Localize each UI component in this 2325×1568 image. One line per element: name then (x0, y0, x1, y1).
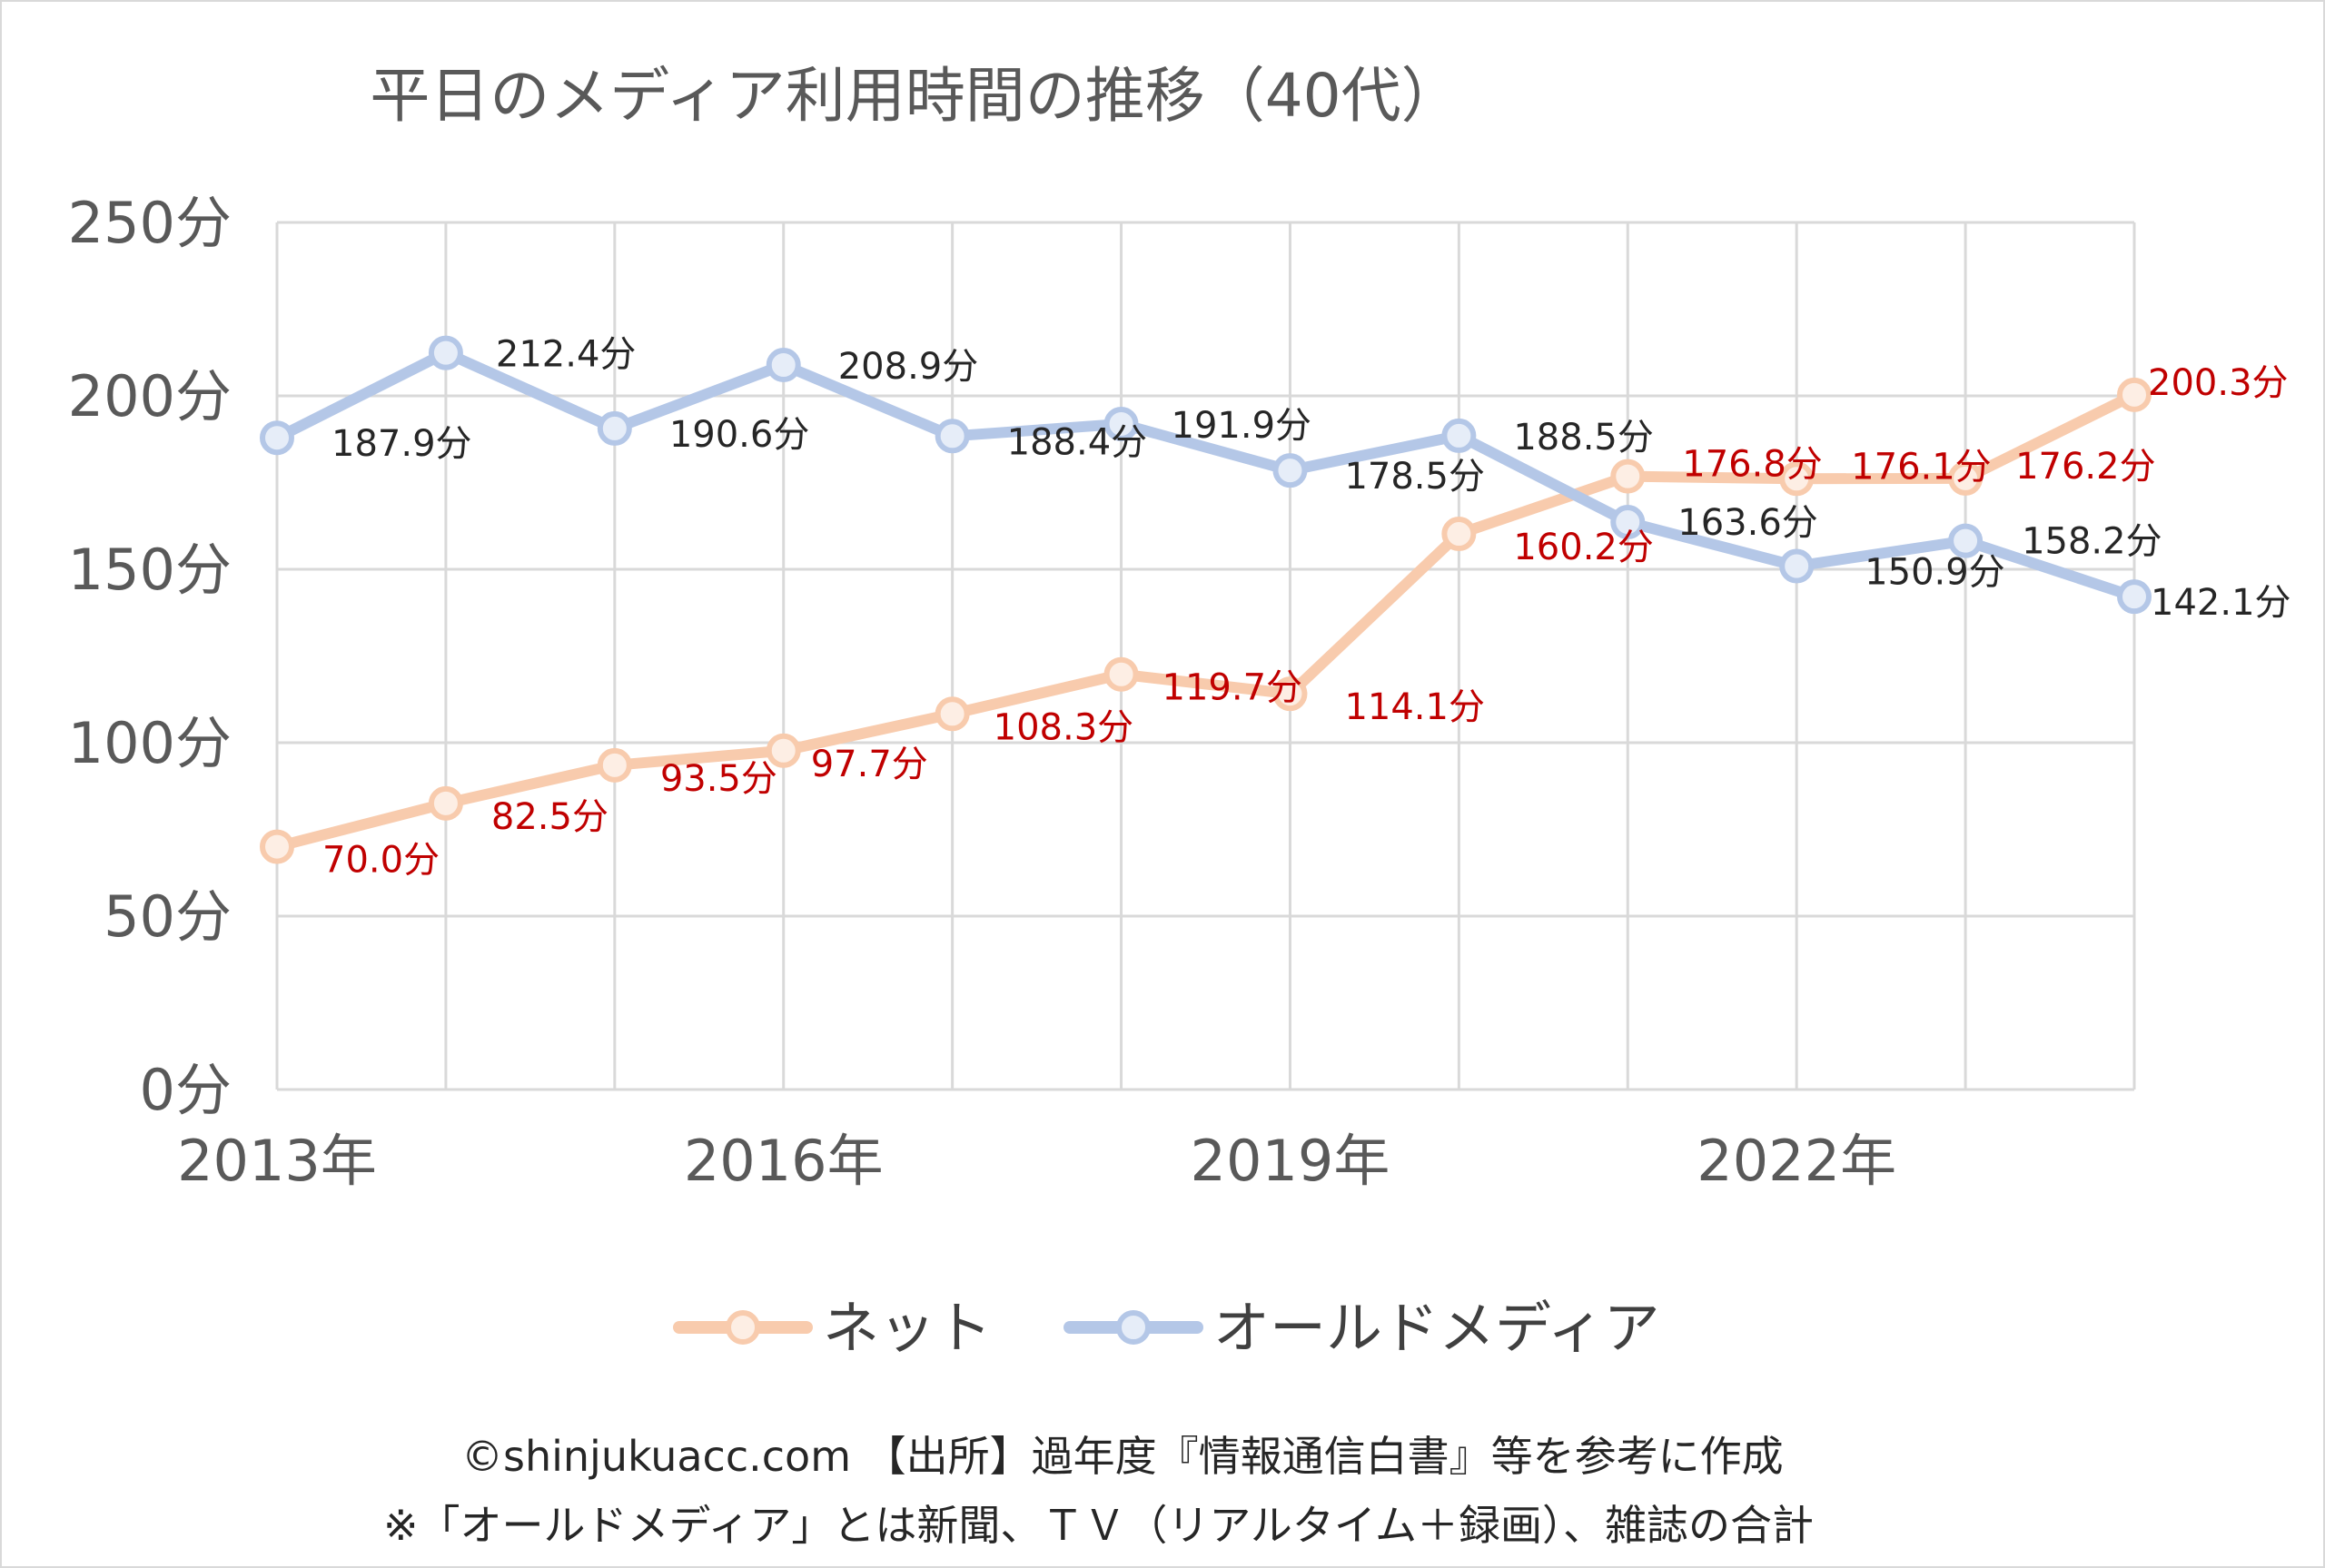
data-label-net: 108.3分 (994, 706, 1134, 748)
data-label-net: 176.2分 (2015, 446, 2156, 488)
data-point-net (1610, 459, 1646, 494)
data-label-old-media: 191.9分 (1172, 405, 1312, 447)
y-tick-label: 100分 (68, 710, 232, 776)
y-tick-label: 0分 (140, 1057, 232, 1123)
x-tick-label: 2013年 (177, 1128, 377, 1194)
data-point-net (260, 829, 294, 864)
data-point-old-media (1272, 453, 1308, 488)
y-tick-label: 250分 (68, 190, 232, 256)
data-point-net (1779, 461, 1815, 497)
y-axis: 0分 50分 100分 150分 200分 250分 (68, 190, 232, 1123)
data-label-old-media: 188.4分 (1007, 421, 1148, 463)
data-point-old-media (260, 420, 294, 456)
data-point-old-media (766, 348, 801, 383)
data-point-old-media (2117, 579, 2152, 615)
data-label-net: 200.3分 (2148, 362, 2289, 404)
data-label-old-media: 212.4分 (496, 334, 637, 376)
legend: ネット オールドメディア (673, 1295, 1660, 1361)
data-label-net: 70.0分 (322, 840, 440, 882)
data-point-old-media (1103, 406, 1139, 441)
data-label-old-media: 208.9分 (838, 346, 979, 388)
data-label-net: 93.5分 (660, 758, 777, 800)
data-label-old-media: 190.6分 (669, 414, 810, 456)
data-label-old-media: 158.2分 (2022, 521, 2162, 563)
data-point-old-media (597, 410, 632, 446)
data-point-old-media (1610, 505, 1646, 540)
data-label-net: 119.7分 (1162, 667, 1303, 709)
data-point-old-media (1441, 418, 1477, 453)
data-label-net: 97.7分 (811, 744, 928, 785)
x-tick-label: 2019年 (1191, 1128, 1390, 1194)
data-label-net: 114.1分 (1344, 686, 1485, 728)
data-label-net: 82.5分 (491, 796, 608, 838)
data-label-net: 176.8分 (1682, 444, 1823, 486)
y-tick-label: 150分 (68, 537, 232, 603)
data-label-old-media: 188.5分 (1513, 417, 1654, 459)
x-tick-label: 2016年 (684, 1128, 884, 1194)
y-tick-label: 200分 (68, 363, 232, 429)
series-line-old-media (274, 347, 2136, 602)
x-axis: 2013年 2016年 2019年 2022年 (177, 1128, 1896, 1194)
data-point-net (597, 747, 632, 783)
data-point-net (2117, 377, 2152, 412)
definition-note: ※「オールドメディア」とは新聞、ＴＶ（リアルタイム＋録画）、雑誌の合計 (383, 1501, 1814, 1550)
data-label-old-media: 187.9分 (331, 423, 472, 465)
data-labels: 70.0分 82.5分 93.5分 97.7分 108.3分 119.7分 114.1分 16… (322, 334, 2291, 882)
legend-item-net: ネット (673, 1295, 992, 1361)
legend-label-net: ネット (823, 1295, 992, 1361)
data-point-old-media (1948, 523, 1984, 558)
plot-area (260, 335, 2152, 864)
data-point-net (1272, 676, 1308, 712)
data-label-old-media: 163.6分 (1677, 502, 1818, 544)
x-tick-label: 2022年 (1697, 1128, 1896, 1194)
source-note: ©shinjukuacc.com 【出所】過年度『情報通信白書』等を参考に作成 (461, 1432, 1784, 1481)
legend-item-old-media: オールドメディア (1064, 1295, 1660, 1361)
chart-title: 平日のメディア利用時間の推移（40代） (370, 61, 1460, 131)
data-point-net (935, 696, 970, 732)
data-point-net (428, 785, 463, 821)
series-line-net (275, 390, 2137, 853)
data-label-old-media: 150.9分 (1865, 552, 2005, 594)
legend-marker-old-media (1116, 1310, 1151, 1345)
data-label-old-media: 178.5分 (1344, 456, 1485, 498)
data-point-old-media (428, 335, 463, 370)
data-point-net (1948, 460, 1984, 496)
legend-label-old-media: オールドメディア (1213, 1295, 1660, 1361)
data-point-old-media (935, 419, 970, 454)
data-point-net (1441, 517, 1477, 552)
data-label-net: 176.1分 (1851, 446, 1992, 488)
legend-marker-net (726, 1310, 760, 1345)
data-label-net: 160.2分 (1513, 527, 1654, 568)
data-point-net (1103, 656, 1139, 692)
data-label-old-media: 142.1分 (2151, 582, 2291, 624)
data-point-old-media (1779, 548, 1815, 584)
y-tick-label: 50分 (104, 883, 232, 950)
data-point-net (766, 733, 801, 768)
